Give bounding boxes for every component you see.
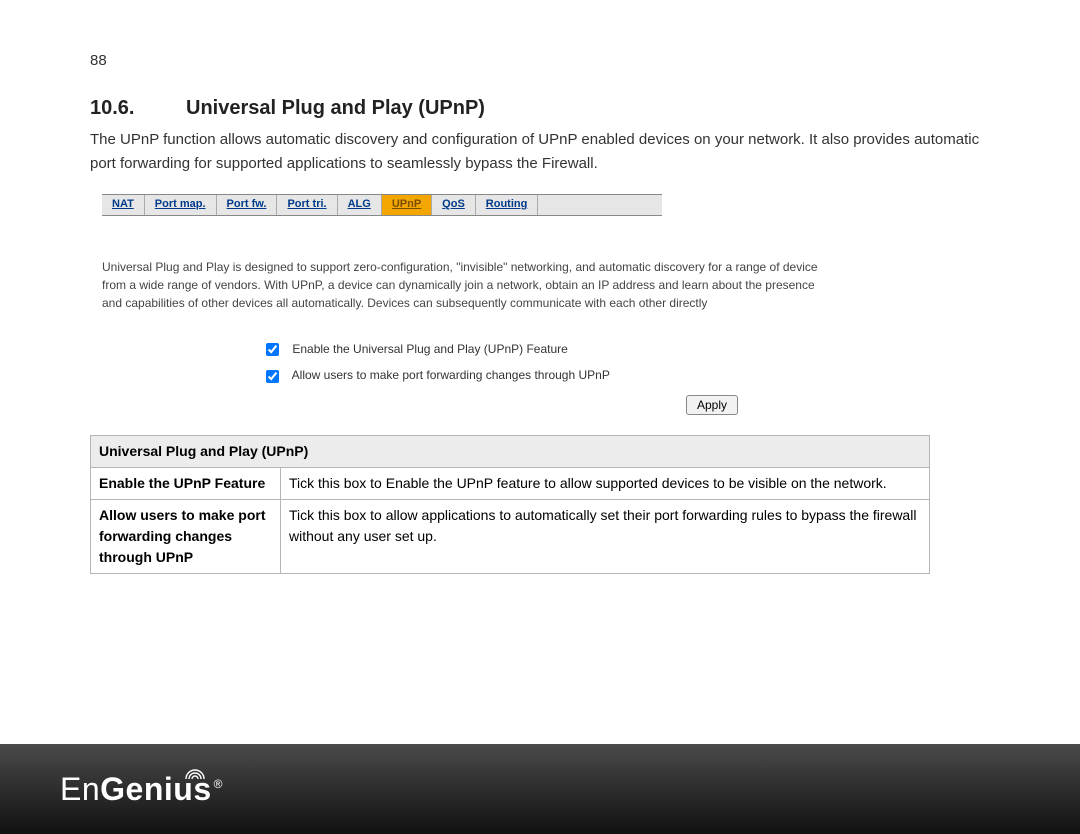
router-screenshot: NAT Port map. Port fw. Port tri. ALG UPn… xyxy=(96,194,990,415)
tab-port-map[interactable]: Port map. xyxy=(145,195,217,215)
enable-upnp-label: Enable the Universal Plug and Play (UPnP… xyxy=(292,342,567,356)
section-number: 10.6. xyxy=(90,97,186,120)
brand-part1: En xyxy=(60,771,100,807)
tab-upnp[interactable]: UPnP xyxy=(382,195,432,215)
checkbox-row-enable: Enable the Universal Plug and Play (UPnP… xyxy=(266,342,990,356)
tab-port-fw[interactable]: Port fw. xyxy=(217,195,278,215)
upnp-description: Universal Plug and Play is designed to s… xyxy=(102,258,822,312)
section-title: Universal Plug and Play (UPnP) xyxy=(186,97,485,119)
desc-row-text: Tick this box to Enable the UPnP feature… xyxy=(281,467,930,499)
enable-upnp-checkbox[interactable] xyxy=(266,343,279,356)
allow-port-fw-checkbox[interactable] xyxy=(266,370,279,383)
tab-nat[interactable]: NAT xyxy=(102,195,145,215)
tab-routing[interactable]: Routing xyxy=(476,195,539,215)
desc-table-header: Universal Plug and Play (UPnP) xyxy=(91,435,930,467)
desc-row-text: Tick this box to allow applications to a… xyxy=(281,499,930,573)
table-row: Allow users to make port forwarding chan… xyxy=(91,499,930,573)
intro-paragraph: The UPnP function allows automatic disco… xyxy=(90,128,990,176)
checkbox-row-allow: Allow users to make port forwarding chan… xyxy=(266,368,990,382)
wifi-icon xyxy=(182,765,208,781)
desc-row-name: Allow users to make port forwarding chan… xyxy=(91,499,281,573)
description-table: Universal Plug and Play (UPnP) Enable th… xyxy=(90,435,930,574)
allow-port-fw-label: Allow users to make port forwarding chan… xyxy=(292,368,610,382)
apply-button[interactable]: Apply xyxy=(686,395,738,415)
page-number: 88 xyxy=(90,52,990,69)
tab-alg[interactable]: ALG xyxy=(338,195,382,215)
tab-qos[interactable]: QoS xyxy=(432,195,476,215)
desc-row-name: Enable the UPnP Feature xyxy=(91,467,281,499)
tab-bar: NAT Port map. Port fw. Port tri. ALG UPn… xyxy=(102,194,662,216)
table-row: Enable the UPnP Feature Tick this box to… xyxy=(91,467,930,499)
brand-logo: EnGenius® xyxy=(60,771,223,808)
footer: EnGenius® xyxy=(0,744,1080,834)
section-heading: 10.6.Universal Plug and Play (UPnP) xyxy=(90,97,990,120)
brand-registered: ® xyxy=(214,777,223,791)
tab-port-tri[interactable]: Port tri. xyxy=(277,195,337,215)
